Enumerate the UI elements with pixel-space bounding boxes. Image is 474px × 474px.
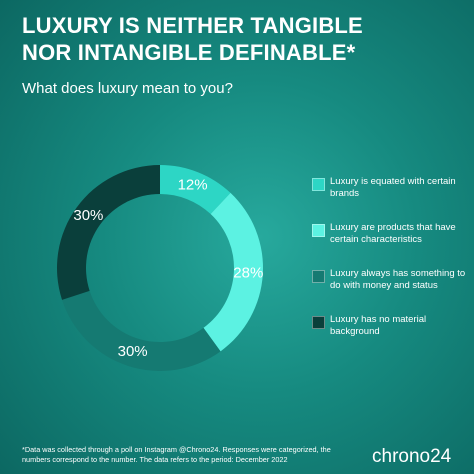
legend-label: Luxury are products that have certain ch… [330, 222, 456, 245]
legend-swatch [312, 270, 325, 283]
data-label: 28% [233, 265, 263, 282]
brand-logo: chrono24 [372, 446, 452, 467]
legend-label: Luxury has no material background [330, 314, 427, 337]
chart-subtitle: What does luxury mean to you? [22, 80, 233, 97]
data-label: 30% [118, 343, 148, 360]
legend-item: Luxury has no material background [312, 314, 472, 360]
chart-title: LUXURY IS NEITHER TANGIBLE NOR INTANGIBL… [22, 13, 363, 65]
legend-item: Luxury always has something to do with m… [312, 268, 472, 314]
donut-chart: 12% 28% 30% 30% [57, 165, 263, 372]
legend-label: Luxury always has something to do with m… [330, 268, 466, 291]
legend-item: Luxury are products that have certain ch… [312, 222, 472, 268]
donut-segment [203, 192, 263, 352]
legend-swatch [312, 224, 325, 237]
legend-label: Luxury is equated with certain brands [330, 176, 456, 199]
legend: Luxury is equated with certain brands Lux… [312, 176, 472, 360]
donut-segment [57, 165, 160, 300]
data-label: 12% [178, 177, 208, 194]
data-label: 30% [73, 207, 103, 224]
legend-swatch [312, 178, 325, 191]
footnote: *Data was collected through a poll on In… [22, 445, 331, 464]
legend-swatch [312, 316, 325, 329]
legend-item: Luxury is equated with certain brands [312, 176, 472, 222]
donut-segment [160, 165, 231, 215]
donut-segment [62, 290, 221, 372]
